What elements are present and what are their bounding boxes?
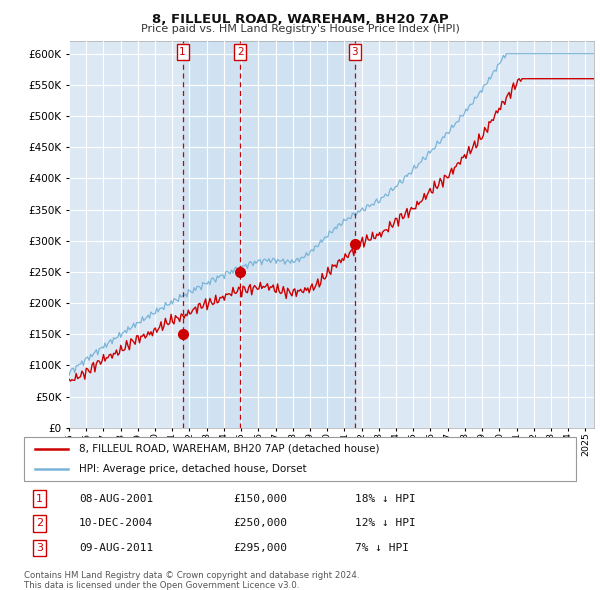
Text: 7% ↓ HPI: 7% ↓ HPI — [355, 543, 409, 553]
Text: 8, FILLEUL ROAD, WAREHAM, BH20 7AP: 8, FILLEUL ROAD, WAREHAM, BH20 7AP — [152, 13, 448, 26]
Text: 10-DEC-2004: 10-DEC-2004 — [79, 519, 154, 528]
Text: 1: 1 — [179, 47, 186, 57]
Text: 3: 3 — [352, 47, 358, 57]
Text: £250,000: £250,000 — [234, 519, 288, 528]
Text: 09-AUG-2011: 09-AUG-2011 — [79, 543, 154, 553]
Text: This data is licensed under the Open Government Licence v3.0.: This data is licensed under the Open Gov… — [24, 581, 299, 589]
Bar — [182, 41, 355, 428]
Text: HPI: Average price, detached house, Dorset: HPI: Average price, detached house, Dors… — [79, 464, 307, 474]
Text: 08-AUG-2001: 08-AUG-2001 — [79, 494, 154, 504]
Text: 1: 1 — [36, 494, 43, 504]
Text: Contains HM Land Registry data © Crown copyright and database right 2024.: Contains HM Land Registry data © Crown c… — [24, 571, 359, 580]
Text: £295,000: £295,000 — [234, 543, 288, 553]
FancyBboxPatch shape — [24, 437, 576, 481]
Text: 18% ↓ HPI: 18% ↓ HPI — [355, 494, 416, 504]
Text: £150,000: £150,000 — [234, 494, 288, 504]
Text: 8, FILLEUL ROAD, WAREHAM, BH20 7AP (detached house): 8, FILLEUL ROAD, WAREHAM, BH20 7AP (deta… — [79, 444, 380, 454]
Text: 3: 3 — [36, 543, 43, 553]
Text: Price paid vs. HM Land Registry's House Price Index (HPI): Price paid vs. HM Land Registry's House … — [140, 24, 460, 34]
Text: 12% ↓ HPI: 12% ↓ HPI — [355, 519, 416, 528]
Text: 2: 2 — [36, 519, 43, 528]
Text: 2: 2 — [237, 47, 244, 57]
